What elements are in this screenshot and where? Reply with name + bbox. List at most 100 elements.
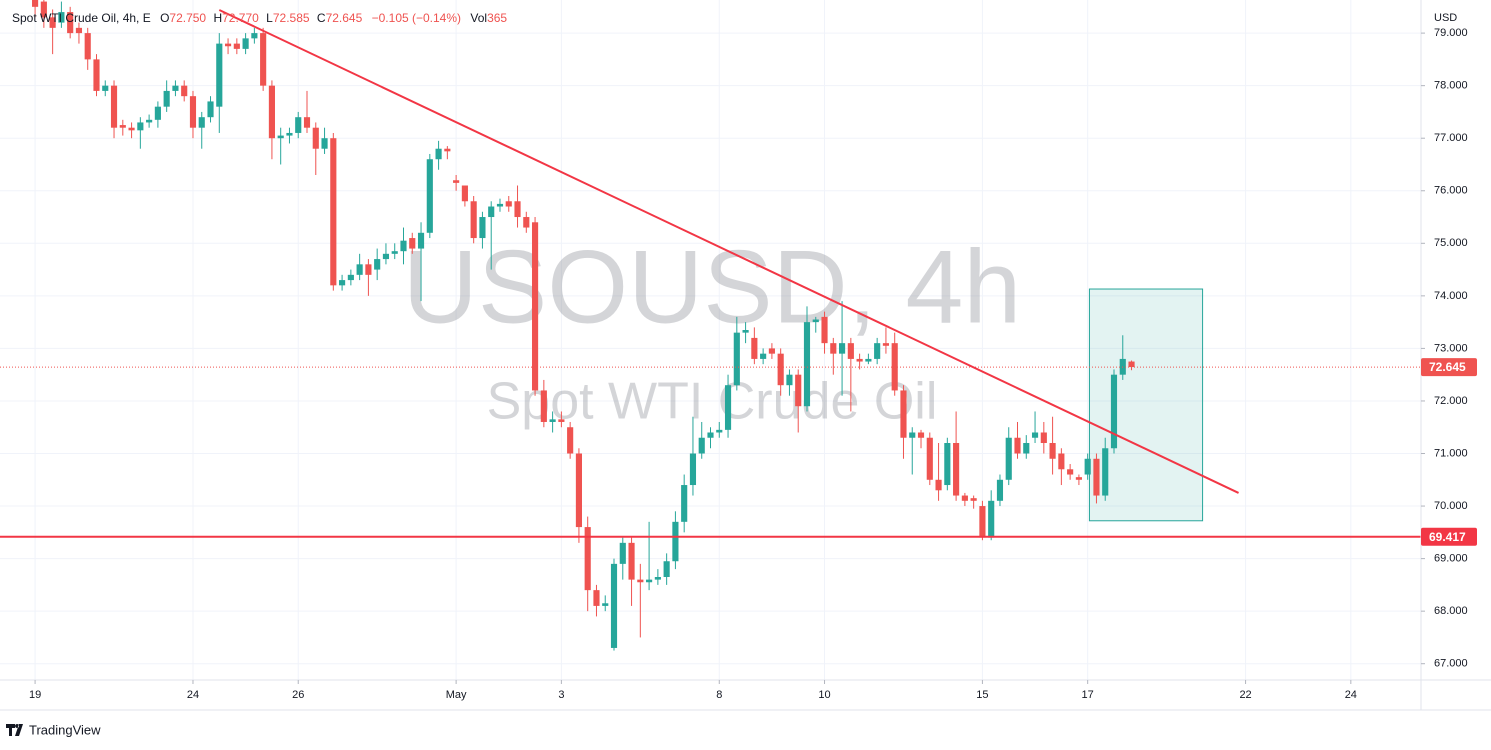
y-tick-label: 68.000: [1434, 605, 1468, 617]
candle-body: [181, 85, 188, 97]
x-tick-label: 22: [1239, 689, 1251, 701]
candle-body: [330, 138, 337, 286]
candle-body: [1110, 374, 1118, 449]
candle-body: [1075, 477, 1082, 480]
brand-name: TradingView: [29, 722, 101, 737]
y-tick-label: 74.000: [1434, 290, 1468, 302]
candle-body: [865, 358, 872, 362]
candle-body: [189, 96, 197, 128]
x-tick-label: 3: [558, 689, 564, 701]
candle-body: [707, 432, 714, 438]
candle-body: [374, 259, 381, 270]
candle-body: [821, 316, 828, 344]
y-tick-label: 73.000: [1434, 342, 1468, 354]
candle-body: [724, 385, 732, 430]
candle-body: [312, 127, 319, 149]
candle-body: [900, 390, 907, 438]
candle-body: [593, 590, 600, 606]
candle-body: [435, 148, 442, 160]
candle-body: [295, 117, 302, 133]
candle-body: [75, 27, 83, 34]
candle-body: [409, 238, 416, 249]
x-tick-label: May: [446, 689, 467, 701]
candle-body: [514, 201, 521, 218]
y-tick-label: 71.000: [1434, 447, 1468, 459]
candle-body: [444, 148, 451, 152]
candle-body: [303, 117, 311, 128]
candle-body: [102, 85, 109, 91]
candle-body: [128, 127, 135, 131]
x-tick-label: 8: [716, 689, 722, 701]
candle-body: [584, 527, 591, 591]
ohlc-value: 72.750: [169, 11, 206, 25]
candle-body: [523, 217, 530, 228]
candle-body: [935, 479, 942, 491]
y-axis-label: USD: [1434, 12, 1457, 24]
candle-body: [628, 542, 635, 580]
candle-body: [505, 201, 512, 207]
candle-body: [488, 206, 495, 218]
volume-value: 365: [487, 11, 507, 25]
range-box: [1088, 288, 1204, 522]
candle-body: [970, 498, 977, 501]
candle-body: [663, 561, 670, 578]
candle-body: [672, 521, 679, 562]
candle-body: [198, 117, 205, 128]
candle-body: [207, 101, 214, 118]
candle-body: [1084, 458, 1091, 475]
price-tag-label: 72.645: [1429, 360, 1466, 374]
y-tick-label: 76.000: [1434, 185, 1468, 197]
price-tag: [1421, 358, 1477, 377]
candle-body: [777, 353, 784, 386]
candle-body: [839, 343, 846, 354]
candle-body: [417, 232, 425, 249]
ohlc-label: C: [317, 11, 326, 25]
candle-body: [1067, 469, 1074, 475]
candle-body: [172, 85, 179, 91]
brand: TradingView: [6, 722, 101, 737]
candle-body: [84, 33, 91, 60]
candle-body: [751, 337, 758, 359]
x-tick-label: 19: [29, 689, 41, 701]
y-tick-label: 70.000: [1434, 500, 1468, 512]
x-tick-label: 24: [1345, 689, 1357, 701]
candle-body: [1128, 361, 1135, 368]
candle-body: [830, 343, 837, 354]
y-tick-label: 78.000: [1434, 80, 1468, 92]
ohlc-value: 72.770: [222, 11, 259, 25]
candle-body: [251, 33, 258, 39]
candle-body: [733, 332, 740, 386]
x-tick-label: 26: [292, 689, 304, 701]
y-tick-label: 75.000: [1434, 237, 1468, 249]
candle-body: [610, 563, 618, 648]
candle-body: [356, 264, 363, 275]
candle-body: [461, 185, 468, 202]
candle-body: [786, 374, 793, 386]
x-tick-label: 15: [976, 689, 988, 701]
y-tick-label: 77.000: [1434, 132, 1468, 144]
candle-body: [988, 500, 995, 538]
price-tag: [1421, 527, 1477, 546]
watermark: USOUSD, 4h Spot WTI Crude Oil: [403, 229, 1021, 430]
x-tick-label: 17: [1082, 689, 1094, 701]
candle-body: [979, 506, 986, 538]
candle-body: [1023, 442, 1030, 454]
candle-body: [1102, 448, 1109, 496]
candle-body: [154, 106, 161, 120]
watermark-name: Spot WTI Crude Oil: [487, 373, 938, 431]
ohlc-value: 72.585: [273, 11, 310, 25]
candle-body: [619, 542, 626, 564]
ohlc-value: 72.645: [326, 11, 363, 25]
candle-body: [382, 253, 390, 260]
candle-body: [540, 390, 547, 422]
brand-logo: [6, 724, 23, 736]
y-tick-label: 67.000: [1434, 658, 1468, 670]
trendline: [218, 9, 1239, 494]
candle-body: [233, 43, 240, 49]
candle-body: [1031, 432, 1039, 438]
candle-body: [224, 43, 232, 47]
candle-body: [953, 442, 960, 496]
candle-body: [1093, 458, 1100, 496]
candle-body: [909, 432, 916, 438]
